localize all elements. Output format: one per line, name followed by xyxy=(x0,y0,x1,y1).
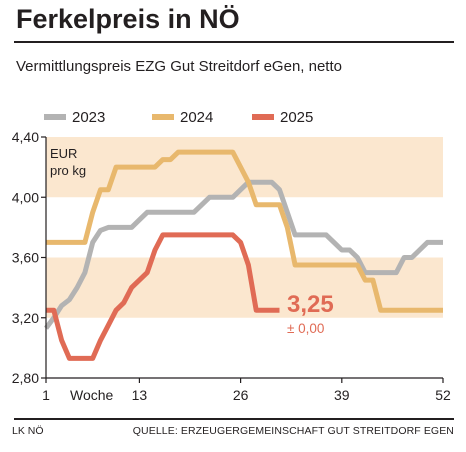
y-tick-label: 4,00 xyxy=(12,189,39,205)
series-line-2023 xyxy=(43,179,443,330)
unit-label: pro kg xyxy=(50,163,86,178)
footer-credit: LK NÖ xyxy=(12,425,44,437)
change-label: ± 0,00 xyxy=(287,321,324,336)
legend: 2023 2024 2025 xyxy=(44,109,313,126)
x-tick-label: 26 xyxy=(233,387,249,403)
series-line-2025 xyxy=(46,232,280,361)
y-tick-label: 4,40 xyxy=(12,129,39,145)
x-tick-label: 39 xyxy=(334,387,350,403)
x-axis-label: Woche xyxy=(70,387,114,403)
y-tick-label: 3,20 xyxy=(12,310,39,326)
x-tick-label: 52 xyxy=(435,387,451,403)
footer-source: QUELLE: ERZEUGERGEMEINSCHAFT GUT STREITD… xyxy=(132,425,454,437)
footer-rule xyxy=(14,418,454,420)
x-tick-label: 1 xyxy=(42,387,50,403)
chart-subtitle: Vermittlungspreis EZG Gut Streitdorf eGe… xyxy=(16,58,342,75)
axes: EUR pro kg 2,80 3,20 3,60 4,00 4,40 1 13 26 39 52 Wo… xyxy=(12,129,451,403)
y-tick-label: 2,80 xyxy=(12,370,39,386)
legend-label-2023: 2023 xyxy=(72,109,105,126)
series-lines xyxy=(43,149,443,361)
y-tick-label: 3,60 xyxy=(12,250,39,266)
unit-label: EUR xyxy=(50,146,77,161)
legend-label-2025: 2025 xyxy=(280,109,313,126)
series-line-2024 xyxy=(46,149,443,313)
annotations: 3,25 ± 0,00 xyxy=(287,291,334,336)
legend-label-2024: 2024 xyxy=(180,109,213,126)
title-rule xyxy=(14,41,454,43)
x-tick-label: 13 xyxy=(132,387,148,403)
chart-title: Ferkelpreis in NÖ xyxy=(16,4,240,34)
latest-value-label: 3,25 xyxy=(287,291,334,318)
